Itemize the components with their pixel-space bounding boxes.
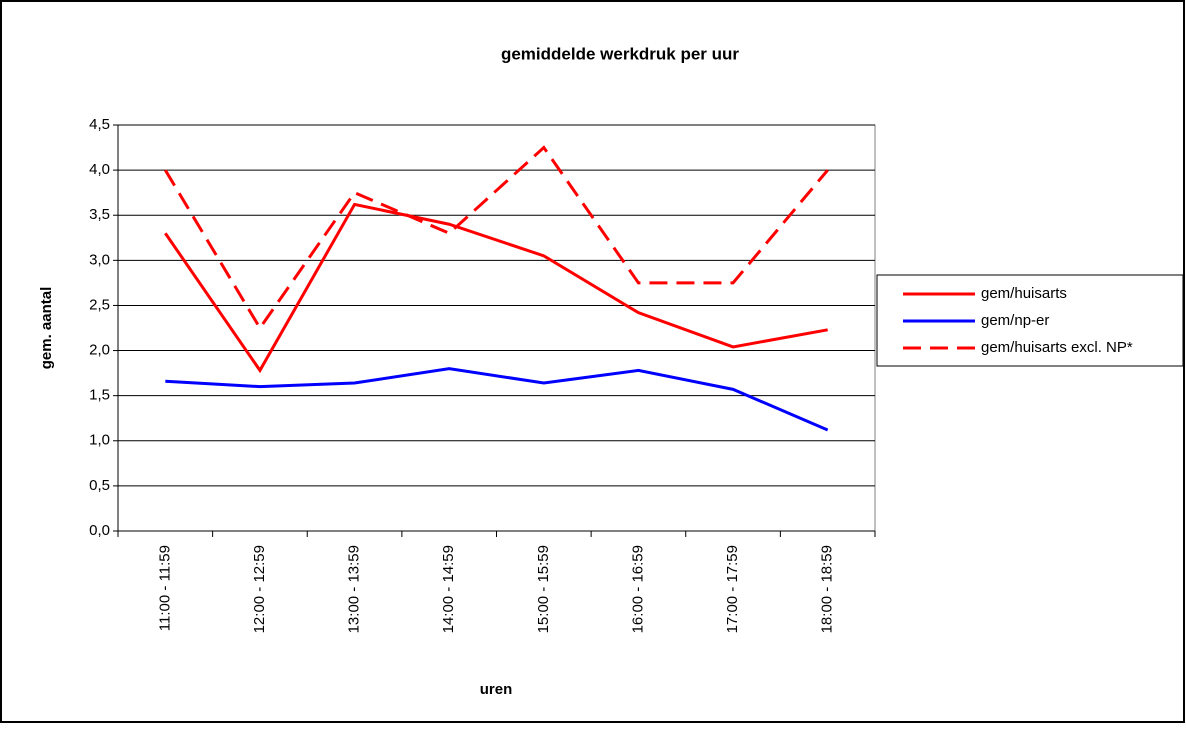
x-tick-label: 14:00 - 14:59	[440, 545, 457, 633]
y-tick-label: 3,5	[89, 206, 110, 223]
y-tick-label: 3,0	[89, 251, 110, 268]
y-tick-label: 1,5	[89, 387, 110, 404]
y-tick-label: 4,5	[89, 116, 110, 133]
y-tick-label: 0,0	[89, 522, 110, 539]
x-tick-label: 13:00 - 13:59	[346, 545, 363, 633]
series-line	[165, 367, 829, 432]
legend-label: gem/huisarts excl. NP*	[981, 339, 1133, 356]
series-line	[164, 202, 828, 374]
y-axis-title: gem. aantal	[38, 287, 55, 370]
y-tick-label: 1,0	[89, 432, 110, 449]
y-tick-label: 4,0	[89, 161, 110, 178]
y-tick-label: 0,5	[89, 477, 110, 494]
x-tick-label: 12:00 - 12:59	[251, 545, 268, 633]
x-tick-label: 15:00 - 15:59	[535, 545, 552, 633]
x-axis-title: uren	[480, 681, 513, 698]
y-tick-label: 2,0	[89, 342, 110, 359]
x-tick-label: 17:00 - 17:59	[724, 545, 741, 633]
legend-label: gem/np-er	[981, 312, 1049, 329]
x-tick-label: 16:00 - 16:59	[629, 545, 646, 633]
y-tick-label: 2,5	[89, 296, 110, 313]
legend-label: gem/huisarts	[981, 285, 1067, 302]
x-tick-label: 18:00 - 18:59	[819, 545, 836, 633]
chart-title: gemiddelde werkdruk per uur	[501, 44, 739, 63]
series-line	[164, 145, 829, 331]
x-tick-label: 11:00 - 11:59	[156, 545, 173, 631]
